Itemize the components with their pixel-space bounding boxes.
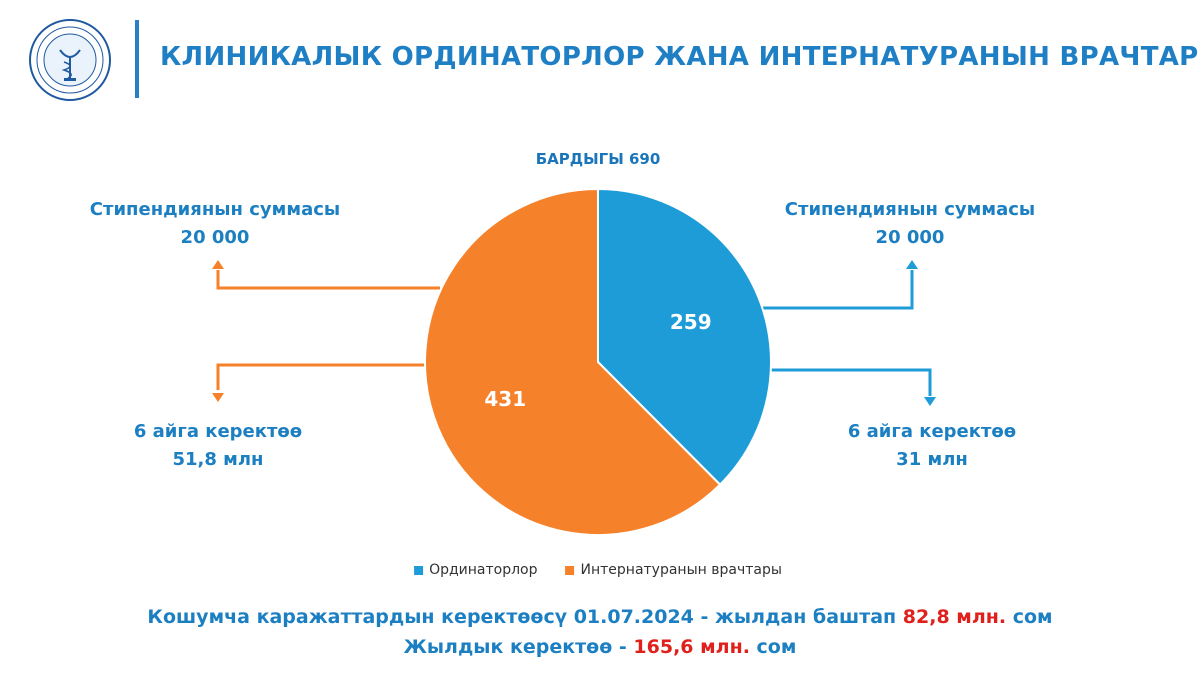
left-need-label: 6 айга керектөө <box>133 421 303 442</box>
page-title: КЛИНИКАЛЫК ОРДИНАТОРЛОР ЖАНА ИНТЕРНАТУРА… <box>160 42 1200 72</box>
arrow-down-icon <box>212 393 224 402</box>
legend-item-interns: Интернатуранын врачтары <box>565 562 782 578</box>
arrow-up-icon <box>906 260 918 269</box>
legend-item-ordinators: Ординаторлор <box>414 562 538 578</box>
right-stipend-value: 20 000 <box>875 227 945 248</box>
legend-label-interns: Интернатуранын врачтары <box>580 562 782 578</box>
chart-legend: Ординаторлор Интернатуранын врачтары <box>414 562 782 578</box>
ministry-emblem-logo <box>29 19 111 101</box>
connector-left-stipend <box>216 270 440 290</box>
pie-slice-interns <box>424 187 722 536</box>
footer-line1-unit: сом <box>1012 606 1053 628</box>
connector-left-need <box>216 363 425 390</box>
footer-line1-text: Кошумча каражаттардын керектөөсү 01.07.2… <box>147 606 897 628</box>
left-stipend-value: 20 000 <box>180 227 250 248</box>
left-need-value: 51,8 млн <box>172 449 264 470</box>
pie-slice-ordinators <box>597 187 772 487</box>
right-stipend-label: Стипендиянын суммасы <box>784 199 1036 220</box>
legend-swatch-interns <box>565 565 575 575</box>
pie-slice-label-interns: 431 <box>484 387 526 411</box>
right-need-value: 31 млн <box>896 449 968 470</box>
left-stipend-callout: Стипендиянын суммасы 20 000 <box>90 196 340 252</box>
title-divider <box>135 20 139 98</box>
footer-line2-amount: 165,6 млн. <box>633 636 750 658</box>
legend-swatch-ordinators <box>414 565 424 575</box>
right-need-callout: 6 айга керектөө 31 млн <box>848 418 1016 474</box>
chart-title: БАРДЫГЫ 690 <box>535 150 661 168</box>
footer-line1-amount: 82,8 млн. <box>902 606 1007 628</box>
connector-right-stipend <box>760 270 914 310</box>
left-need-callout: 6 айга керектөө 51,8 млн <box>134 418 302 474</box>
footer-line2-text: Жылдык керектөө - <box>403 636 627 658</box>
footer-line-1: Кошумча каражаттардын керектөөсү 01.07.2… <box>147 606 1052 628</box>
arrow-down-icon <box>924 397 936 406</box>
arrow-up-icon <box>212 260 224 269</box>
connector-right-need <box>770 368 932 396</box>
footer-line-2: Жылдык керектөө - 165,6 млн. сом <box>404 636 797 658</box>
right-stipend-callout: Стипендиянын суммасы 20 000 <box>785 196 1035 252</box>
pie-slice-label-ordinators: 259 <box>670 310 712 334</box>
right-need-label: 6 айга керектөө <box>847 421 1017 442</box>
legend-label-ordinators: Ординаторлор <box>429 562 538 578</box>
footer-line2-unit: сом <box>756 636 797 658</box>
left-stipend-label: Стипендиянын суммасы <box>89 199 341 220</box>
